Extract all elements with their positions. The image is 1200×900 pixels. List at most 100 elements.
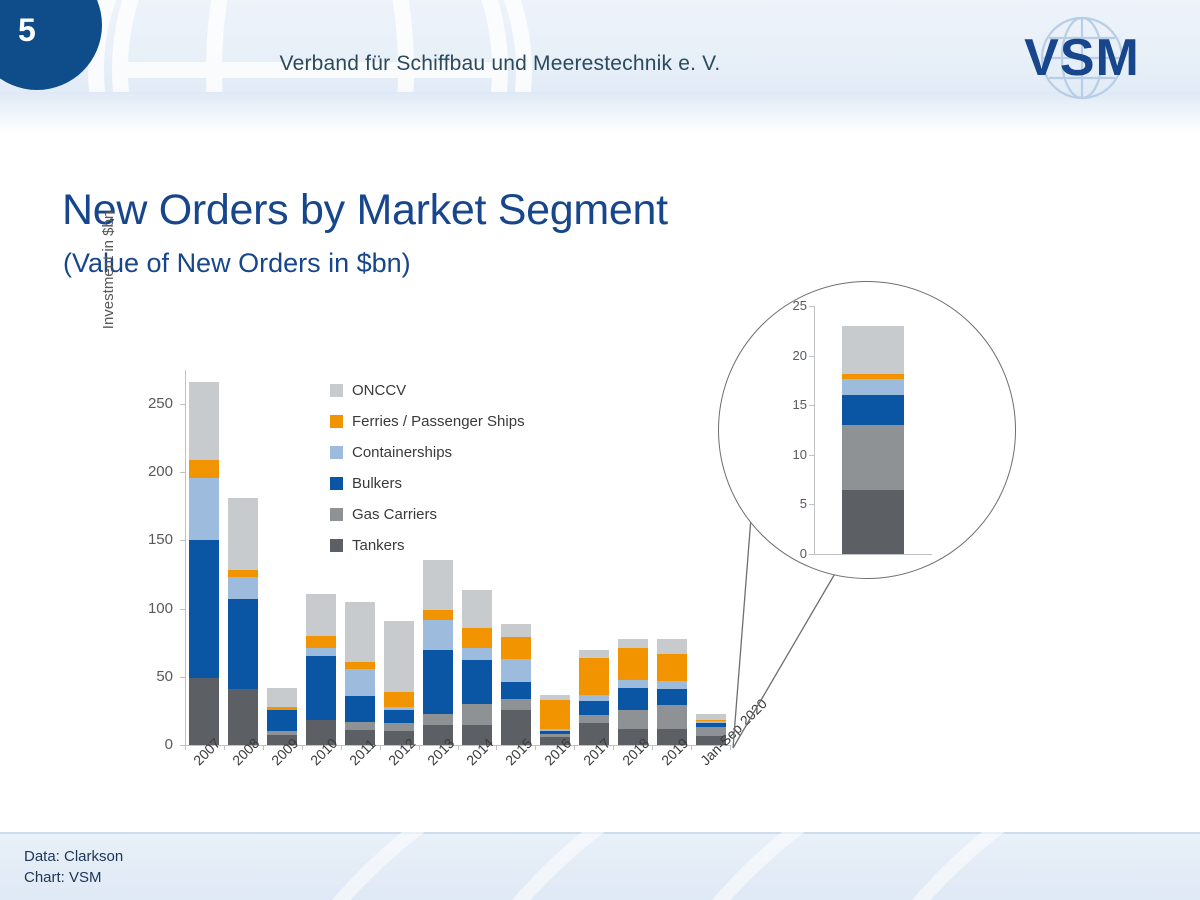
bar-segment	[384, 620, 415, 692]
bar-segment	[539, 728, 570, 731]
bar-segment	[267, 687, 298, 707]
bar-segment	[461, 627, 492, 649]
chart-legend: ONCCV Ferries / Passenger Ships Containers…	[330, 375, 525, 561]
magnifier-callout: 0 5 10 15 20 25	[718, 281, 1016, 579]
magnified-bar-segment	[842, 489, 904, 554]
bar-segment	[500, 623, 531, 638]
y-tick-mark	[180, 745, 185, 746]
bar-2008[interactable]	[228, 498, 259, 745]
bar-segment	[461, 589, 492, 628]
header-org-line: Verband für Schiffbau und Meerestechnik …	[279, 52, 721, 75]
page-subtitle: (Value of New Orders in $bn)	[63, 248, 411, 278]
bar-segment	[500, 682, 531, 699]
bar-segment	[267, 709, 298, 732]
bar-2015[interactable]	[500, 623, 531, 745]
bar-chart-plot: 0 50 100 150 200 250 2007 2008 2009 2010 2011 2012 2…	[148, 370, 769, 768]
magnifier-y-tick-mark	[809, 454, 814, 456]
bar-segment	[384, 706, 415, 710]
y-tick-mark	[180, 676, 185, 678]
legend-swatch-icon	[330, 477, 343, 490]
magnifier-y-tick-mark	[809, 554, 814, 555]
x-tick-mark	[691, 745, 693, 750]
bar-segment	[267, 735, 298, 745]
bar-segment	[539, 730, 570, 735]
footer-decoration	[332, 832, 1005, 900]
bar-segment	[306, 648, 337, 657]
x-tick-mark	[457, 745, 459, 750]
magnified-bar-segment	[842, 374, 904, 380]
bar-2012[interactable]	[384, 620, 415, 745]
bar-segment	[617, 728, 648, 745]
legend-swatch-icon	[330, 415, 343, 428]
bar-segment	[189, 460, 220, 478]
bar-2010[interactable]	[306, 593, 337, 745]
bar-segment	[578, 715, 609, 724]
bar-2017[interactable]	[578, 649, 609, 745]
bar-2007[interactable]	[189, 382, 220, 745]
magnified-bar[interactable]	[842, 325, 904, 554]
bar-segment	[500, 698, 531, 710]
bar-segment	[384, 731, 415, 745]
bar-segment	[656, 638, 687, 654]
bar-segment	[267, 731, 298, 736]
x-tick-mark	[340, 745, 342, 750]
footer-credits: Data: Clarkson Chart: VSM	[24, 846, 123, 888]
legend-item[interactable]: Ferries / Passenger Ships	[330, 406, 525, 437]
y-tick-label: 150	[147, 531, 173, 549]
bar-segment	[578, 657, 609, 695]
legend-item[interactable]: Bulkers	[330, 468, 525, 499]
y-tick-mark	[180, 540, 185, 542]
logo-text: VSM	[1024, 29, 1140, 87]
magnifier-y-tick-mark	[809, 306, 814, 307]
bar-segment	[578, 649, 609, 658]
magnifier-y-tick-label: 10	[792, 446, 807, 462]
legend-item[interactable]: Gas Carriers	[330, 499, 525, 530]
x-tick-mark	[223, 745, 225, 750]
magnifier-y-tick-label: 0	[799, 546, 807, 561]
bar-segment	[345, 601, 376, 662]
logo-globe-icon	[1040, 16, 1124, 100]
bar-segment	[267, 706, 298, 710]
magnifier-y-tick-label: 20	[792, 347, 807, 363]
bar-segment	[228, 599, 259, 690]
bar-segment	[423, 713, 454, 725]
x-tick-mark	[574, 745, 576, 750]
bar-2011[interactable]	[345, 601, 376, 745]
bar-2009[interactable]	[267, 687, 298, 745]
x-tick-mark	[496, 745, 498, 750]
bar-segment	[617, 687, 648, 710]
bar-jan-sep-2020[interactable]	[695, 713, 726, 745]
bar-segment	[617, 648, 648, 680]
bar-segment	[695, 727, 726, 737]
y-tick-label: 50	[156, 667, 173, 685]
bar-2018[interactable]	[617, 638, 648, 745]
legend-swatch-icon	[330, 384, 343, 397]
footer-data-source: Data: Clarkson	[24, 848, 124, 865]
x-tick-mark	[535, 745, 537, 750]
bar-segment	[423, 610, 454, 620]
magnifier-y-tick-label: 5	[799, 496, 807, 512]
bar-segment	[539, 700, 570, 729]
bar-segment	[695, 721, 726, 724]
y-tick-mark	[180, 404, 185, 406]
bar-segment	[384, 709, 415, 724]
slide-footer: Data: Clarkson Chart: VSM	[0, 832, 1200, 900]
bar-segment	[578, 723, 609, 745]
bar-segment	[423, 559, 454, 610]
legend-label: Tankers	[352, 537, 405, 554]
bar-segment	[384, 691, 415, 707]
bar-2014[interactable]	[461, 589, 492, 745]
legend-item[interactable]: Tankers	[330, 530, 525, 561]
bar-segment	[189, 477, 220, 541]
header-fade	[0, 92, 1200, 134]
bar-2013[interactable]	[423, 559, 454, 745]
bar-segment	[578, 701, 609, 715]
bar-segment	[461, 704, 492, 725]
legend-item[interactable]: ONCCV	[330, 375, 525, 406]
bar-2019[interactable]	[656, 638, 687, 745]
bar-segment	[228, 689, 259, 745]
legend-swatch-icon	[330, 508, 343, 521]
bar-2016[interactable]	[539, 694, 570, 745]
y-tick-label: 200	[147, 463, 173, 481]
legend-item[interactable]: Containerships	[330, 437, 525, 468]
